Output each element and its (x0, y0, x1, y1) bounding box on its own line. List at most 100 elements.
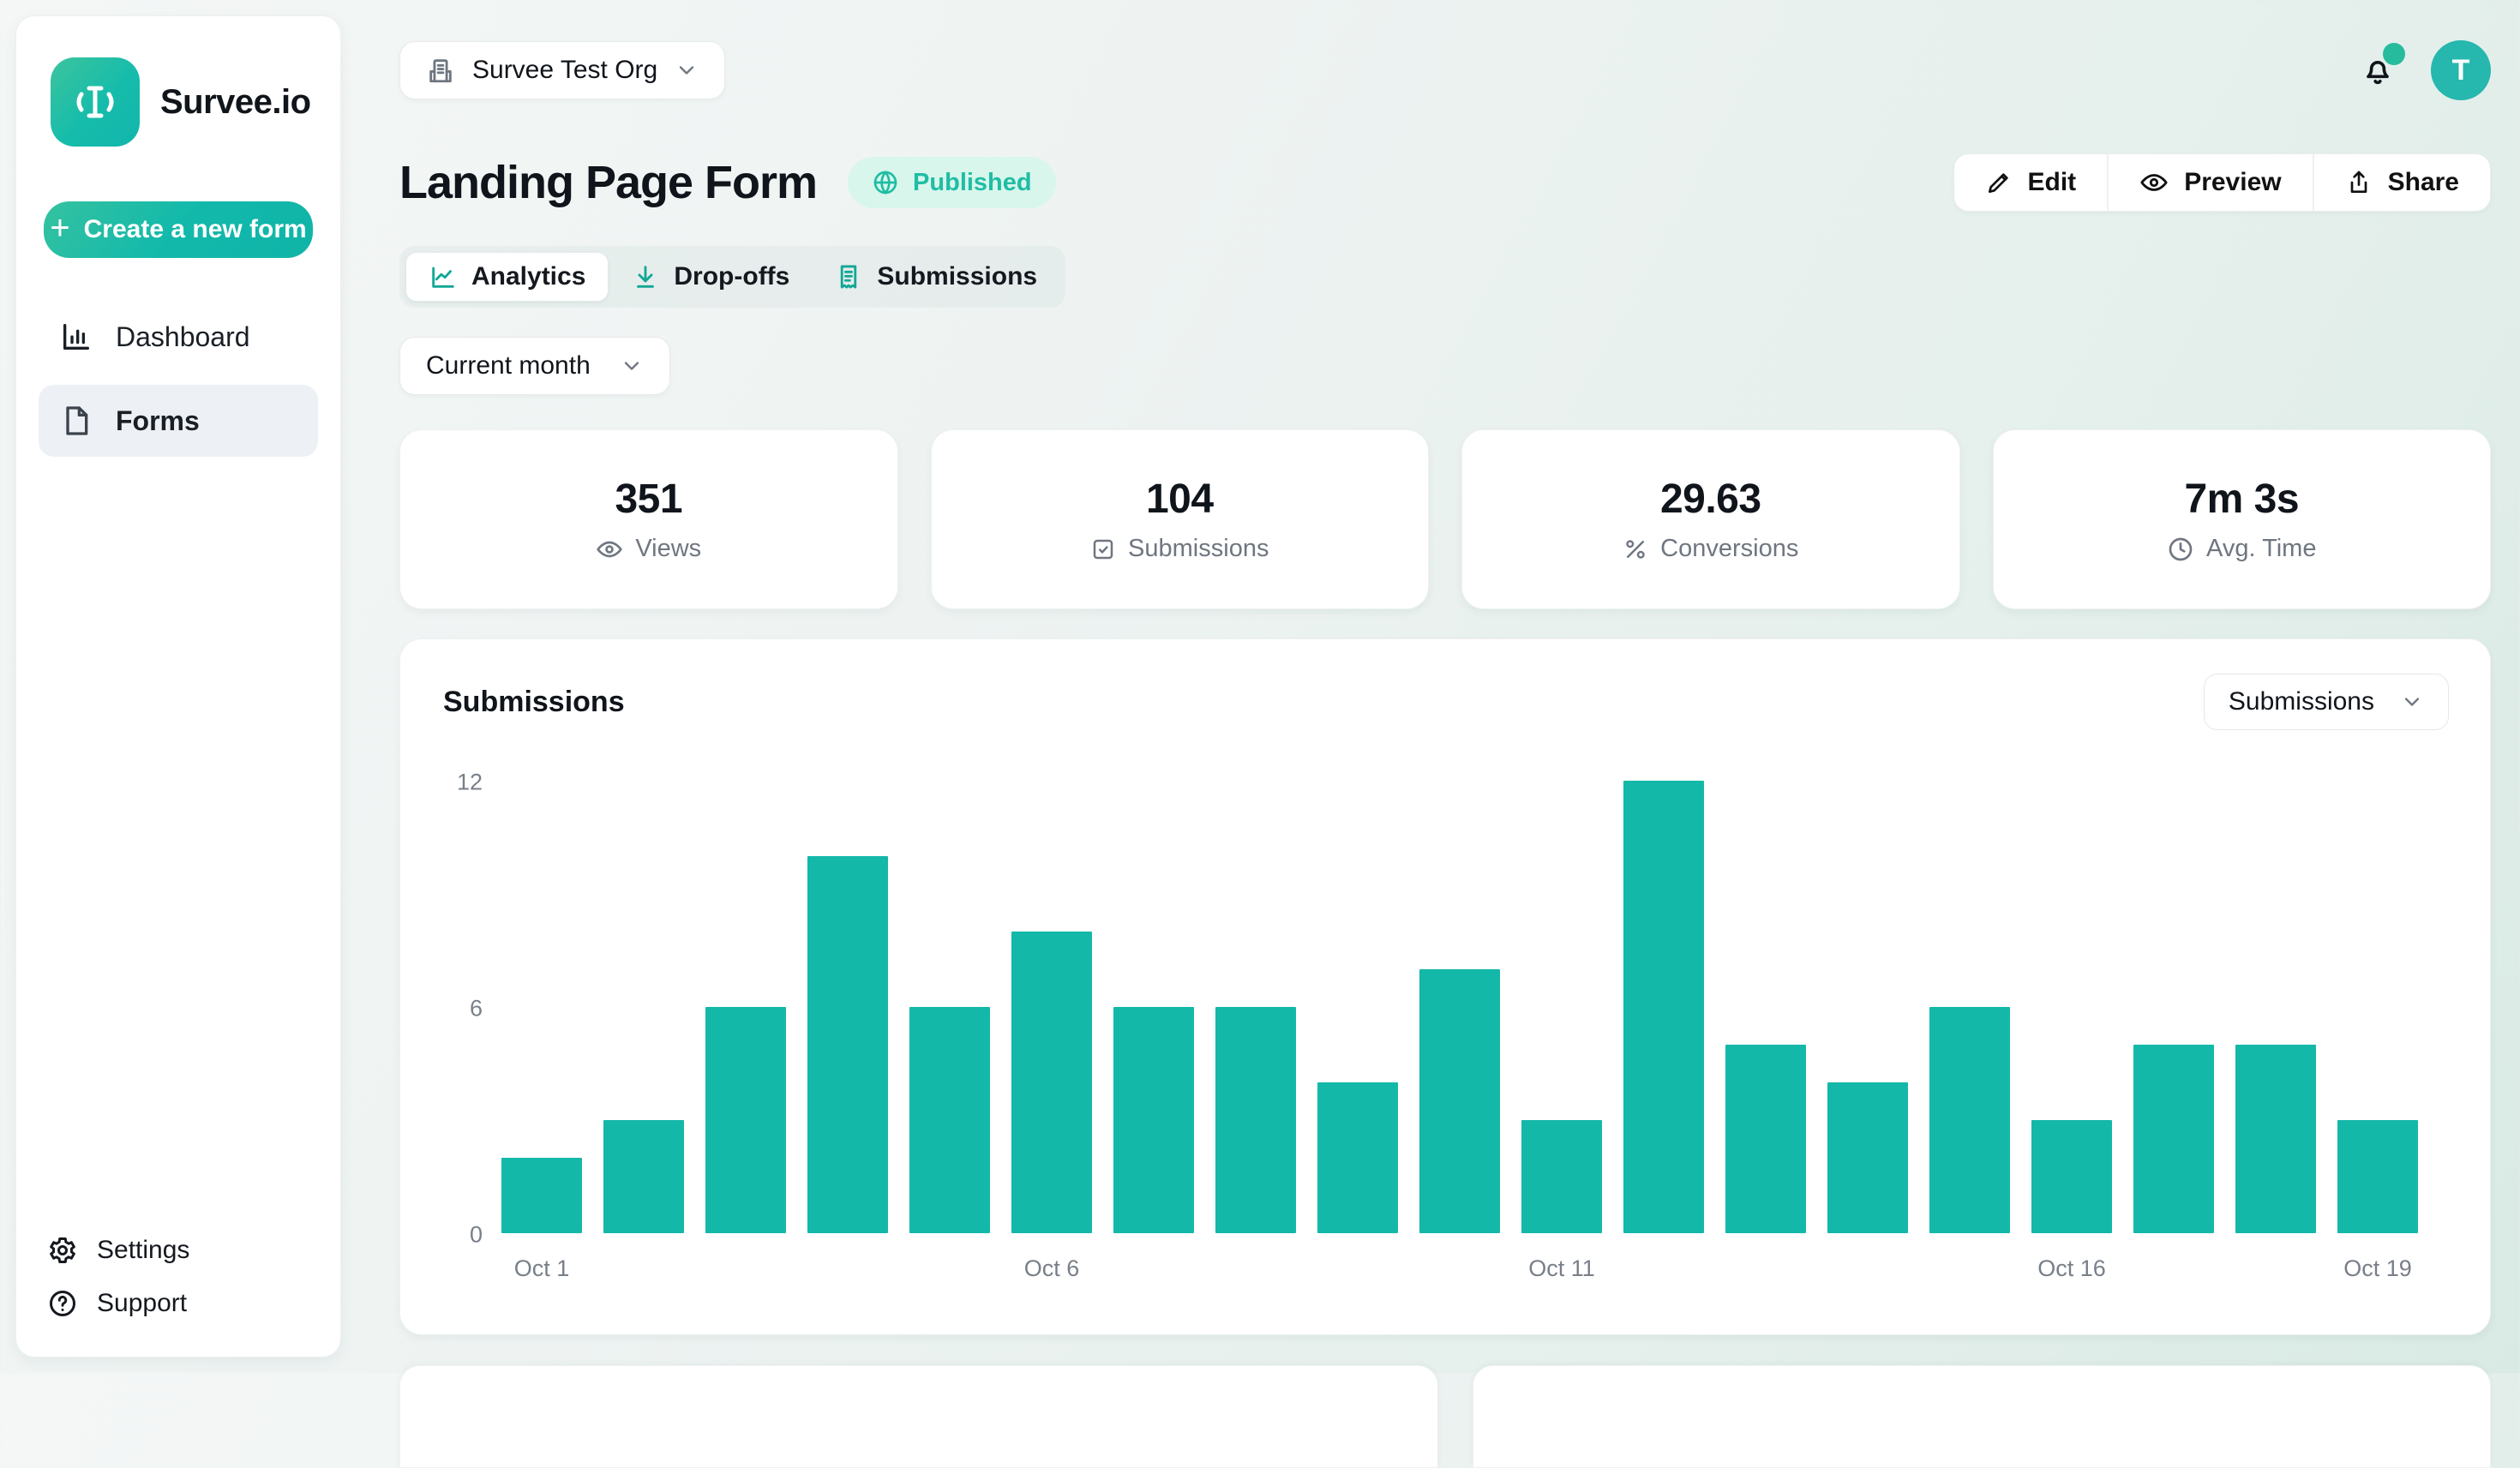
bar-slot-oct-14 (1827, 1082, 1908, 1233)
y-axis-label: 12 (456, 769, 483, 795)
org-selector[interactable]: Survee Test Org (399, 41, 726, 99)
tab-submissions[interactable]: Submissions (812, 252, 1059, 302)
stat-card-views: 351 Views (399, 429, 898, 609)
org-name: Survee Test Org (472, 56, 658, 84)
plus-icon: + (50, 209, 70, 247)
status-badge-label: Published (913, 168, 1032, 196)
bar-slot-oct-16: Oct 16 (2031, 1120, 2112, 1281)
y-axis: 0 6 12 (438, 770, 483, 1248)
footer-item-label: Support (97, 1289, 188, 1317)
eye-icon (596, 536, 623, 563)
form-actions: Edit Preview Share (1953, 153, 2491, 212)
bar-slot-oct-15 (1929, 1007, 2010, 1233)
stat-label-text: Conversions (1660, 535, 1799, 562)
title-row: Landing Page Form Published Edit (399, 153, 2491, 212)
stats-row: 351 Views 104 Submissions (399, 429, 2491, 609)
bar-slot-oct-6: Oct 6 (1011, 932, 1092, 1281)
create-form-button[interactable]: + Create a new form (44, 201, 313, 258)
sidebar-item-label: Dashboard (116, 321, 250, 352)
date-range-select[interactable]: Current month (399, 337, 670, 395)
tab-drop-offs[interactable]: Drop-offs (609, 252, 812, 302)
sidebar: Survee.io + Create a new form Dashboard … (15, 15, 341, 1357)
stat-value: 29.63 (1659, 476, 1761, 522)
chart-bar (1725, 1045, 1806, 1233)
chevron-down-icon (2400, 690, 2424, 714)
gear-icon (47, 1235, 78, 1266)
sidebar-item-label: Forms (116, 404, 200, 436)
avatar[interactable]: T (2431, 40, 2491, 100)
chart-bar (909, 1007, 990, 1233)
sidebar-footer: Settings Support (39, 1235, 318, 1331)
share-label: Share (2387, 168, 2459, 196)
percent-icon (1623, 536, 1648, 562)
y-axis-label: 6 (469, 995, 483, 1022)
bar-slot-oct-11: Oct 11 (1521, 1120, 1602, 1281)
x-axis-label: Oct 11 (1528, 1255, 1595, 1281)
bar-slot-oct-17 (2133, 1045, 2214, 1233)
sidebar-item-dashboard[interactable]: Dashboard (39, 301, 318, 373)
analytics-tabs: Analytics Drop-offs Submissions (399, 246, 1066, 308)
file-icon (59, 404, 93, 438)
stat-label-text: Submissions (1128, 535, 1269, 562)
app-logo-icon (51, 57, 140, 147)
stat-value: 7m 3s (2184, 476, 2300, 522)
stat-value: 351 (615, 476, 683, 522)
notifications-button[interactable] (2359, 43, 2405, 89)
chart-bar (1827, 1082, 1908, 1233)
chart-metric-select[interactable]: Submissions (2203, 674, 2449, 730)
tab-label: Drop-offs (674, 262, 790, 291)
preview-label: Preview (2184, 168, 2282, 196)
notification-dot (2383, 43, 2405, 65)
partial-card-left (399, 1365, 1438, 1468)
footer-item-label: Settings (97, 1236, 190, 1264)
bar-slot-oct-9 (1317, 1082, 1398, 1233)
below-fold-cards (399, 1365, 2491, 1468)
stat-card-submissions: 104 Submissions (930, 429, 1429, 609)
globe-icon (872, 169, 899, 196)
top-bar: Survee Test Org T (399, 40, 2491, 100)
bar-slot-oct-10 (1419, 969, 1500, 1233)
bar-slot-oct-12 (1623, 781, 1704, 1233)
bar-slot-oct-19: Oct 19 (2337, 1120, 2418, 1281)
bar-slot-oct-3 (705, 1007, 786, 1233)
download-arrow-icon (631, 262, 660, 291)
chart-bar (1521, 1120, 1602, 1233)
app-logo: Survee.io (39, 42, 318, 147)
bar-slot-oct-5 (909, 1007, 990, 1233)
bar-slot-oct-1: Oct 1 (501, 1158, 582, 1281)
create-form-label: Create a new form (83, 215, 307, 243)
main-content: Survee Test Org T Landing Page Fo (399, 0, 2491, 1468)
tab-analytics[interactable]: Analytics (405, 252, 609, 302)
chart-bar (501, 1158, 582, 1233)
pencil-icon (1985, 169, 2013, 196)
bar-slot-oct-8 (1215, 1007, 1296, 1233)
x-axis-label: Oct 6 (1023, 1255, 1080, 1281)
checkbox-icon (1090, 536, 1116, 562)
sidebar-item-forms[interactable]: Forms (39, 385, 318, 457)
chart-bar (1317, 1082, 1398, 1233)
chart-bar (1623, 781, 1704, 1233)
share-button[interactable]: Share (2312, 154, 2490, 211)
preview-button[interactable]: Preview (2107, 154, 2313, 211)
chart-bar (2337, 1120, 2418, 1233)
chart-metric-value: Submissions (2228, 687, 2374, 716)
bell-icon (2359, 51, 2397, 89)
sidebar-item-settings[interactable]: Settings (47, 1235, 309, 1266)
chart-bar (2031, 1120, 2112, 1233)
app-name: Survee.io (160, 82, 311, 121)
bar-slot-oct-7 (1113, 1007, 1194, 1233)
page-title: Landing Page Form (399, 157, 818, 208)
help-circle-icon (47, 1288, 78, 1319)
sidebar-item-support[interactable]: Support (47, 1288, 309, 1319)
x-axis-label: Oct 1 (513, 1255, 570, 1281)
partial-card-right (1472, 1365, 2491, 1468)
stat-label-text: Views (635, 535, 702, 562)
eye-icon (2139, 168, 2169, 197)
chart-bar (2133, 1045, 2214, 1233)
chart-bar (2235, 1045, 2316, 1233)
stat-card-conversions: 29.63 Conversions (1461, 429, 1960, 609)
edit-label: Edit (2027, 168, 2077, 196)
edit-button[interactable]: Edit (1953, 154, 2108, 211)
bar-slot-oct-18 (2235, 1045, 2316, 1233)
